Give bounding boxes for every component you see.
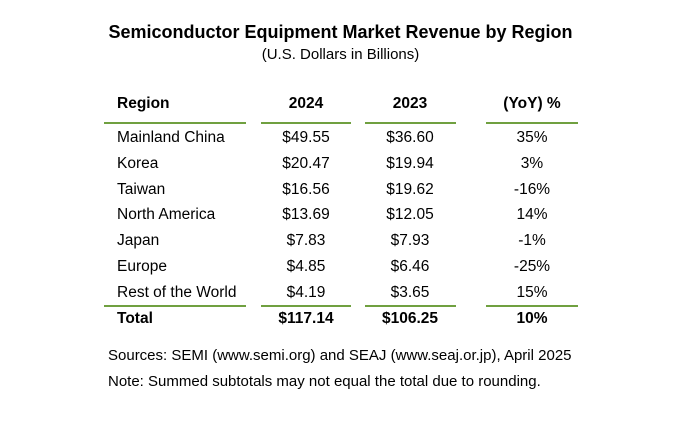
total-rule bbox=[486, 305, 578, 307]
value-2023-cell: $12.05 bbox=[386, 206, 434, 224]
value-2024-cell: $20.47 bbox=[282, 154, 330, 172]
header-2024: 2024 bbox=[288, 95, 324, 112]
value-2024-cell: $4.85 bbox=[286, 258, 326, 275]
header-2023: 2023 bbox=[392, 95, 428, 112]
value-2023-cell: $6.46 bbox=[390, 258, 430, 275]
yoy-cell: -1% bbox=[518, 232, 546, 250]
yoy-cell: 14% bbox=[516, 206, 548, 224]
value-2023-cell: $3.65 bbox=[390, 283, 430, 301]
table-row: Rest of the World $4.19 $3.65 15% bbox=[0, 284, 681, 306]
header-rule bbox=[365, 122, 456, 124]
value-2023-cell: $36.60 bbox=[386, 129, 434, 146]
total-rule bbox=[261, 305, 351, 307]
value-2024-cell: $16.56 bbox=[282, 180, 330, 198]
value-2023-cell: $19.62 bbox=[386, 180, 434, 198]
value-2023-cell: $19.94 bbox=[386, 154, 434, 172]
title: Semiconductor Equipment Market Revenue b… bbox=[108, 22, 573, 42]
region-cell: Taiwan bbox=[117, 180, 166, 198]
header-rule bbox=[104, 122, 246, 124]
value-2024-cell: $13.69 bbox=[282, 206, 330, 224]
region-cell: Mainland China bbox=[117, 129, 225, 146]
header-yoy: (YoY) % bbox=[503, 95, 561, 112]
table-header: Region 2024 2023 (YoY) % bbox=[0, 95, 681, 117]
yoy-cell: 15% bbox=[516, 283, 548, 301]
yoy-cell: -16% bbox=[513, 180, 551, 198]
yoy-cell: 3% bbox=[520, 154, 544, 172]
value-2024-cell: $4.19 bbox=[286, 283, 326, 301]
total-2024: $117.14 bbox=[278, 310, 334, 327]
region-cell: Japan bbox=[117, 232, 160, 250]
table-row: North America $13.69 $12.05 14% bbox=[0, 206, 681, 228]
region-cell: North America bbox=[117, 206, 216, 224]
total-row: Total $117.14 $106.25 10% bbox=[0, 310, 681, 332]
header-rule bbox=[486, 122, 578, 124]
table-row: Japan $7.83 $7.93 -1% bbox=[0, 232, 681, 254]
total-2023: $106.25 bbox=[381, 310, 439, 327]
yoy-cell: -25% bbox=[513, 258, 551, 275]
table-row: Europe $4.85 $6.46 -25% bbox=[0, 258, 681, 280]
total-yoy: 10% bbox=[516, 310, 548, 327]
sources-note: Sources: SEMI (www.semi.org) and SEAJ (w… bbox=[108, 347, 572, 364]
region-cell: Europe bbox=[117, 258, 167, 275]
value-2024-cell: $7.83 bbox=[286, 232, 326, 250]
header-region: Region bbox=[117, 95, 170, 112]
region-cell: Korea bbox=[117, 154, 159, 172]
value-2024-cell: $49.55 bbox=[282, 129, 330, 146]
total-rule bbox=[365, 305, 456, 307]
table-row: Taiwan $16.56 $19.62 -16% bbox=[0, 181, 681, 203]
total-rule bbox=[104, 305, 246, 307]
value-2023-cell: $7.93 bbox=[390, 232, 430, 250]
rounding-note: Note: Summed subtotals may not equal the… bbox=[108, 373, 541, 390]
yoy-cell: 35% bbox=[516, 129, 548, 146]
total-label: Total bbox=[117, 310, 153, 327]
subtitle: (U.S. Dollars in Billions) bbox=[261, 46, 420, 63]
table-row: Mainland China $49.55 $36.60 35% bbox=[0, 129, 681, 151]
table-row: Korea $20.47 $19.94 3% bbox=[0, 155, 681, 177]
header-rule bbox=[261, 122, 351, 124]
region-cell: Rest of the World bbox=[117, 283, 237, 301]
